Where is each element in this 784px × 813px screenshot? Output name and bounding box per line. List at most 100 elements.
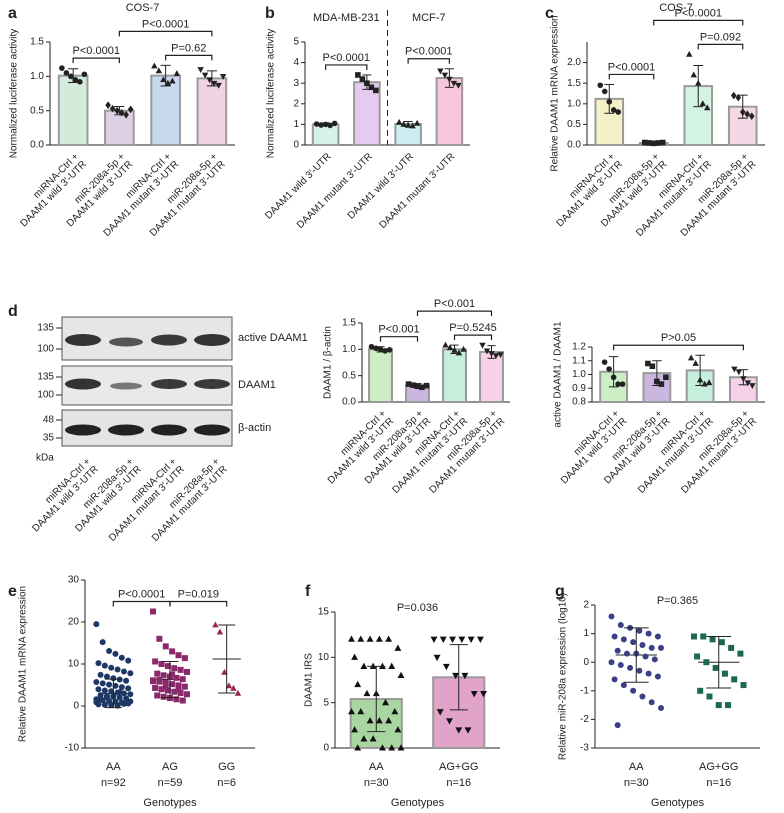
data-point <box>99 639 106 646</box>
x-tick-label: AG+GG <box>439 761 478 773</box>
x-tick-label: n=16 <box>446 777 471 789</box>
data-point <box>419 384 425 391</box>
p-value: P=0.5245 <box>449 322 496 334</box>
x-tick-label: n=59 <box>158 777 183 789</box>
data-point <box>378 662 386 669</box>
y-tick-label: -1 <box>580 685 589 696</box>
data-point <box>597 82 604 89</box>
data-point <box>636 627 643 634</box>
p-value: P<0.001 <box>378 324 419 336</box>
data-point <box>72 76 79 83</box>
data-point <box>437 68 444 75</box>
data-point <box>476 636 484 643</box>
data-point <box>614 647 621 654</box>
y-tick-label: 5 <box>293 37 299 48</box>
x-tick-label: n=6 <box>217 777 236 789</box>
y-tick-label: 15 <box>318 607 330 618</box>
data-point <box>219 73 227 80</box>
data-point <box>735 93 742 102</box>
x-tick-label: n=30 <box>364 777 389 789</box>
panel-letter: d <box>8 303 18 320</box>
data-point <box>127 691 134 698</box>
data-point <box>658 644 664 651</box>
p-value: P<0.0001 <box>608 61 655 73</box>
bar <box>368 348 393 404</box>
data-point <box>162 679 169 686</box>
data-point <box>68 73 74 80</box>
y-axis-label: Relative DAAM1 mRNA expression <box>550 15 561 171</box>
band <box>151 424 187 436</box>
data-point <box>95 660 102 667</box>
data-point <box>480 691 487 698</box>
data-point <box>692 360 699 366</box>
data-point <box>169 77 176 84</box>
mw-marker: 35 <box>43 433 55 444</box>
data-point <box>318 122 324 128</box>
y-tick-label: 1.0 <box>342 344 356 355</box>
data-point <box>366 717 374 724</box>
data-point <box>206 77 213 84</box>
data-point <box>627 664 634 671</box>
data-point <box>101 662 108 669</box>
data-point <box>184 691 190 698</box>
p-value: P<0.001 <box>434 298 475 310</box>
data-point <box>106 681 113 688</box>
band <box>194 334 230 346</box>
data-point <box>645 630 652 637</box>
data-point <box>728 644 735 651</box>
data-point <box>388 744 396 751</box>
data-point <box>458 636 466 643</box>
y-axis-label: Relative miR-208a expression (log10) <box>558 593 569 760</box>
data-point <box>175 652 182 659</box>
y-tick-label: -10 <box>65 743 80 754</box>
data-point <box>492 353 500 360</box>
data-point <box>648 699 655 706</box>
p-value: P<0.0001 <box>73 45 120 57</box>
data-point <box>740 682 747 689</box>
data-point <box>173 70 181 76</box>
p-value: P>0.05 <box>661 332 696 344</box>
data-point <box>156 676 163 683</box>
data-point <box>395 118 403 125</box>
y-tick-label: 10 <box>68 659 80 670</box>
significance-bracket <box>379 336 419 342</box>
data-point <box>687 354 695 361</box>
significance-bracket <box>169 600 228 607</box>
y-tick-label: 2.0 <box>567 57 581 68</box>
bar <box>311 123 340 147</box>
significance-bracket <box>608 73 655 80</box>
y-tick-label: 2 <box>293 98 299 109</box>
data-point <box>700 633 707 640</box>
data-point <box>731 366 738 373</box>
y-tick-label: -3 <box>580 743 589 754</box>
data-point <box>449 636 457 643</box>
data-point <box>93 679 100 686</box>
data-point <box>642 653 649 660</box>
data-point <box>654 673 661 680</box>
data-point <box>394 726 402 733</box>
data-point <box>97 671 104 678</box>
data-point <box>610 107 617 113</box>
data-point <box>697 687 704 694</box>
data-point <box>400 120 407 127</box>
data-point <box>659 139 666 146</box>
data-point <box>123 111 129 119</box>
data-point <box>93 699 100 706</box>
p-value: P=0.092 <box>700 31 741 43</box>
data-point <box>735 369 743 376</box>
data-point <box>375 717 383 724</box>
bar <box>594 97 625 147</box>
x-tick-label: n=30 <box>624 777 649 789</box>
data-point <box>150 608 156 615</box>
significance-bracket <box>653 19 744 26</box>
x-tick-label: AA <box>629 761 644 773</box>
data-point <box>744 380 752 387</box>
data-point <box>423 382 430 389</box>
significance-bracket <box>453 334 493 341</box>
x-tick-label: n=16 <box>706 777 731 789</box>
panel-letter: f <box>305 583 311 600</box>
data-point <box>169 681 176 688</box>
data-point <box>620 636 627 643</box>
annotation: P=0.036 <box>397 602 438 614</box>
